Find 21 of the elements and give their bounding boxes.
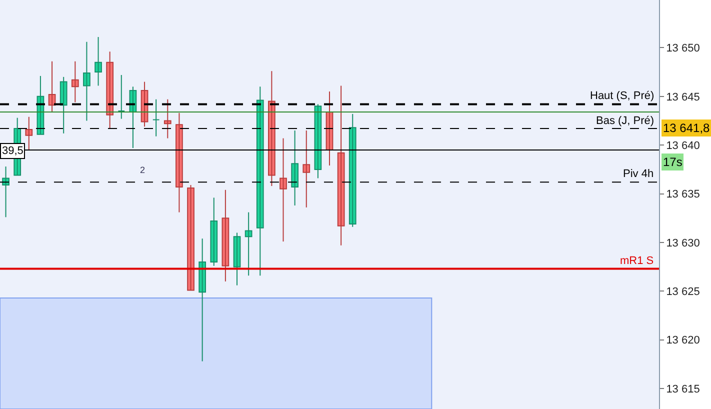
text: 13 641,8 bbox=[663, 121, 710, 135]
candlestick bbox=[302, 130, 310, 208]
annotation: 39,5 bbox=[2, 145, 24, 157]
y-tick-label: 13 635 bbox=[666, 188, 700, 201]
candlestick bbox=[280, 138, 287, 242]
y-tick-label: 13 620 bbox=[666, 334, 700, 347]
y-tick-label: 13 645 bbox=[666, 91, 700, 104]
ref-line-label: Haut (S, Pré) bbox=[590, 90, 654, 102]
y-tick-label: 13 630 bbox=[666, 237, 700, 250]
ref-line-label: Piv 4h bbox=[623, 168, 654, 180]
candlestick bbox=[118, 74, 126, 120]
ref-line-label: mR1 S bbox=[620, 255, 654, 267]
y-tick-label: 13 650 bbox=[666, 42, 700, 55]
y-tick-label: 13 640 bbox=[666, 140, 700, 152]
text: 17s bbox=[663, 155, 682, 169]
y-tick-label: 13 615 bbox=[666, 383, 700, 396]
annotation: 2 bbox=[140, 165, 146, 175]
candlestick bbox=[25, 116, 33, 150]
y-tick-label: 13 625 bbox=[666, 286, 700, 298]
ref-line-label: Bas (J, Pré) bbox=[596, 115, 654, 127]
candlestick bbox=[152, 98, 160, 137]
